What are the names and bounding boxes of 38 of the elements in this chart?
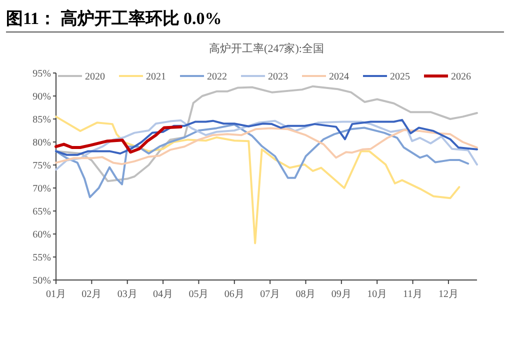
line-series xyxy=(55,116,460,244)
x-tick-label: 02月 xyxy=(82,289,102,300)
legend-label: 2022 xyxy=(207,72,227,82)
x-tick-label: 11月 xyxy=(402,289,423,300)
y-tick-label: 55% xyxy=(32,252,51,264)
x-tick-label: 07月 xyxy=(260,289,280,300)
line-series xyxy=(55,85,478,182)
y-tick-label: 85% xyxy=(32,114,51,126)
legend-label: 2025 xyxy=(390,72,410,82)
legend-label: 2023 xyxy=(268,72,288,82)
x-tick-label: 08月 xyxy=(296,289,316,300)
line-series xyxy=(55,119,478,171)
x-tick-label: 12月 xyxy=(438,289,458,300)
x-tick-label: 03月 xyxy=(117,289,138,300)
y-tick-label: 80% xyxy=(32,138,51,148)
chart-title: 图11： 高炉开工率环比 0.0% xyxy=(6,9,222,28)
y-tick-label: 65% xyxy=(32,206,51,218)
legend-label: 2026 xyxy=(451,72,471,82)
y-tick-label: 95% xyxy=(32,68,51,80)
x-tick-label: 09月 xyxy=(331,289,352,300)
y-tick-label: 75% xyxy=(32,160,51,172)
x-tick-label: 06月 xyxy=(224,289,244,300)
legend-label: 2021 xyxy=(146,72,166,82)
chart-subtitle: 高炉开工率(247家):全国 xyxy=(209,42,324,55)
y-tick-label: 60% xyxy=(32,230,51,240)
x-tick-label: 10月 xyxy=(367,289,388,300)
legend-label: 2024 xyxy=(329,72,349,82)
x-tick-label: 01月 xyxy=(46,289,66,300)
line-series xyxy=(55,124,470,198)
y-tick-label: 90% xyxy=(32,92,51,102)
line-series xyxy=(55,118,478,156)
y-tick-label: 50% xyxy=(32,276,51,286)
y-tick-label: 70% xyxy=(32,184,51,194)
line-series xyxy=(55,127,478,166)
x-tick-label: 05月 xyxy=(188,289,209,300)
legend-label: 2020 xyxy=(85,72,105,82)
line-series xyxy=(54,125,182,154)
x-tick-label: 04月 xyxy=(153,289,174,300)
